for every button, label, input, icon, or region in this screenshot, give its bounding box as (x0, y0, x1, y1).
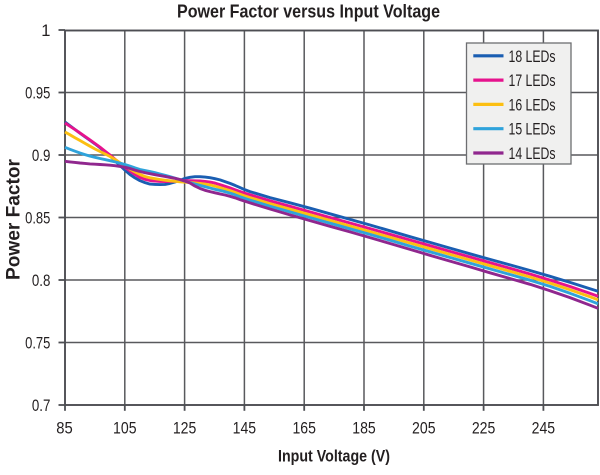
svg-text:245: 245 (532, 420, 556, 438)
svg-text:125: 125 (173, 420, 197, 438)
svg-text:165: 165 (292, 420, 316, 438)
svg-text:Input Voltage (V): Input Voltage (V) (278, 447, 390, 466)
svg-text:225: 225 (472, 420, 496, 438)
svg-text:Power Factor: Power Factor (4, 158, 25, 280)
svg-text:17 LEDs: 17 LEDs (509, 72, 556, 90)
svg-text:0.95: 0.95 (25, 85, 50, 103)
svg-text:Power Factor versus Input Volt: Power Factor versus Input Voltage (177, 0, 440, 21)
svg-text:0.85: 0.85 (25, 210, 50, 228)
svg-text:0.8: 0.8 (32, 272, 51, 290)
svg-text:185: 185 (352, 420, 376, 438)
svg-text:145: 145 (233, 420, 257, 438)
svg-text:0.7: 0.7 (32, 397, 51, 415)
svg-text:16 LEDs: 16 LEDs (509, 96, 556, 114)
svg-text:85: 85 (56, 420, 73, 438)
svg-text:205: 205 (412, 420, 436, 438)
svg-text:0.9: 0.9 (32, 147, 51, 165)
svg-text:1: 1 (41, 22, 50, 40)
svg-text:15 LEDs: 15 LEDs (509, 121, 556, 139)
svg-text:18 LEDs: 18 LEDs (509, 48, 556, 66)
svg-text:14 LEDs: 14 LEDs (509, 145, 556, 163)
svg-text:0.75: 0.75 (25, 335, 50, 353)
svg-text:105: 105 (113, 420, 137, 438)
